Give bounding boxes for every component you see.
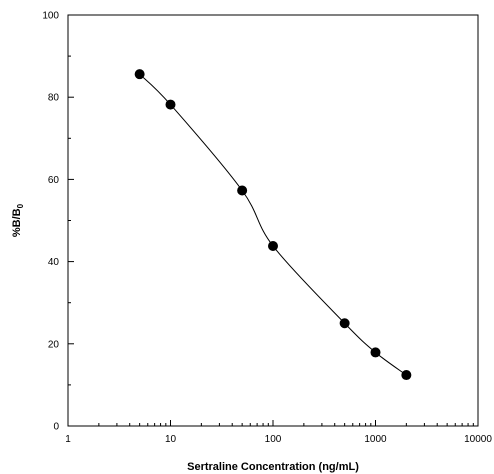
y-tick-label: 80 <box>48 93 60 104</box>
series-curve <box>139 73 407 376</box>
data-point <box>401 370 412 381</box>
y-axis-title: %B/B0 <box>11 203 25 237</box>
y-tick-label: 100 <box>42 11 59 22</box>
data-point <box>370 347 381 358</box>
y-tick-label: 0 <box>53 422 59 433</box>
y-axis-title-subscript: 0 <box>16 203 25 208</box>
plot-frame <box>67 14 479 427</box>
y-axis-title-main: %B/B <box>11 208 23 237</box>
y-tick-label: 60 <box>48 175 60 186</box>
data-point <box>134 69 145 80</box>
y-tick-labels: 0 20 40 60 80 100 <box>42 11 59 433</box>
y-tick-label: 20 <box>48 339 60 350</box>
x-tick-label: 10000 <box>464 434 492 445</box>
axis-ticks <box>67 14 479 427</box>
y-tick-label: 40 <box>48 257 60 268</box>
x-tick-label: 100 <box>265 434 282 445</box>
x-tick-labels: 1 10 100 1000 10000 <box>65 434 492 445</box>
x-tick-label: 1000 <box>364 434 387 445</box>
x-tick-label: 1 <box>65 434 71 445</box>
x-axis-title: Sertraline Concentration (ng/mL) <box>187 461 359 473</box>
data-point <box>165 99 176 110</box>
data-point <box>237 185 248 196</box>
data-point <box>339 318 350 329</box>
data-point <box>268 240 278 251</box>
x-tick-label: 10 <box>165 434 177 445</box>
data-points <box>134 69 412 381</box>
